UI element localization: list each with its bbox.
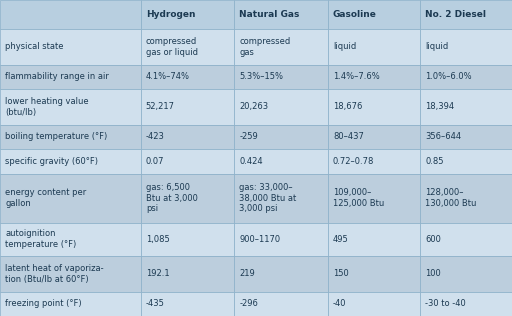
Text: liquid: liquid <box>425 42 449 51</box>
Bar <box>141 64 234 89</box>
Bar <box>0 256 141 292</box>
Bar <box>328 125 420 149</box>
Bar <box>420 29 512 64</box>
Bar <box>328 89 420 125</box>
Bar <box>234 222 328 256</box>
Bar <box>141 256 234 292</box>
Bar <box>0 29 141 64</box>
Text: flammability range in air: flammability range in air <box>5 72 109 81</box>
Text: 600: 600 <box>425 235 441 244</box>
Text: 52,217: 52,217 <box>146 102 175 111</box>
Text: 1.0%–6.0%: 1.0%–6.0% <box>425 72 472 81</box>
Text: 4.1%–74%: 4.1%–74% <box>146 72 190 81</box>
Text: compressed
gas: compressed gas <box>240 37 291 57</box>
Bar <box>420 256 512 292</box>
Text: 0.85: 0.85 <box>425 157 443 166</box>
Bar <box>420 173 512 222</box>
Text: lower heating value
(btu/lb): lower heating value (btu/lb) <box>5 97 89 117</box>
Text: 495: 495 <box>333 235 349 244</box>
Text: 20,263: 20,263 <box>240 102 268 111</box>
Bar <box>234 149 328 173</box>
Text: freezing point (°F): freezing point (°F) <box>5 299 82 308</box>
Bar <box>328 292 420 316</box>
Bar <box>328 173 420 222</box>
Text: No. 2 Diesel: No. 2 Diesel <box>425 10 486 19</box>
Bar <box>141 222 234 256</box>
Text: -30 to -40: -30 to -40 <box>425 299 466 308</box>
Bar <box>141 125 234 149</box>
Text: 1.4%–7.6%: 1.4%–7.6% <box>333 72 380 81</box>
Bar <box>420 149 512 173</box>
Text: 219: 219 <box>240 269 255 278</box>
Bar <box>0 222 141 256</box>
Text: 5.3%–15%: 5.3%–15% <box>240 72 283 81</box>
Bar <box>234 292 328 316</box>
Bar <box>328 64 420 89</box>
Bar <box>328 149 420 173</box>
Bar <box>234 173 328 222</box>
Text: liquid: liquid <box>333 42 356 51</box>
Bar <box>420 222 512 256</box>
Bar <box>141 292 234 316</box>
Text: -40: -40 <box>333 299 347 308</box>
Bar <box>328 0 420 29</box>
Text: autoignition
temperature (°F): autoignition temperature (°F) <box>5 229 76 249</box>
Text: Gasoline: Gasoline <box>333 10 377 19</box>
Text: Natural Gas: Natural Gas <box>240 10 300 19</box>
Bar <box>141 89 234 125</box>
Text: -296: -296 <box>240 299 258 308</box>
Text: latent heat of vaporiza-
tion (Btu/lb at 60°F): latent heat of vaporiza- tion (Btu/lb at… <box>5 264 104 283</box>
Text: 128,000–
130,000 Btu: 128,000– 130,000 Btu <box>425 188 477 208</box>
Bar <box>234 256 328 292</box>
Bar <box>0 292 141 316</box>
Bar <box>234 0 328 29</box>
Bar <box>420 292 512 316</box>
Text: physical state: physical state <box>5 42 63 51</box>
Bar <box>234 125 328 149</box>
Bar <box>234 89 328 125</box>
Text: 100: 100 <box>425 269 441 278</box>
Text: gas: 6,500
Btu at 3,000
psi: gas: 6,500 Btu at 3,000 psi <box>146 183 198 213</box>
Text: -259: -259 <box>240 132 258 141</box>
Text: 80–437: 80–437 <box>333 132 364 141</box>
Bar <box>0 64 141 89</box>
Text: 109,000–
125,000 Btu: 109,000– 125,000 Btu <box>333 188 384 208</box>
Bar <box>0 125 141 149</box>
Bar <box>328 29 420 64</box>
Text: 1,085: 1,085 <box>146 235 169 244</box>
Text: -423: -423 <box>146 132 165 141</box>
Text: specific gravity (60°F): specific gravity (60°F) <box>5 157 98 166</box>
Bar <box>420 125 512 149</box>
Text: Hydrogen: Hydrogen <box>146 10 195 19</box>
Text: 150: 150 <box>333 269 349 278</box>
Text: compressed
gas or liquid: compressed gas or liquid <box>146 37 198 57</box>
Text: 0.424: 0.424 <box>240 157 263 166</box>
Bar <box>0 149 141 173</box>
Bar <box>141 149 234 173</box>
Text: energy content per
gallon: energy content per gallon <box>5 188 87 208</box>
Bar <box>234 64 328 89</box>
Bar <box>420 89 512 125</box>
Bar <box>234 29 328 64</box>
Text: gas: 33,000–
38,000 Btu at
3,000 psi: gas: 33,000– 38,000 Btu at 3,000 psi <box>240 183 296 213</box>
Bar <box>0 89 141 125</box>
Bar <box>420 64 512 89</box>
Text: boiling temperature (°F): boiling temperature (°F) <box>5 132 108 141</box>
Text: -435: -435 <box>146 299 165 308</box>
Bar <box>141 173 234 222</box>
Bar <box>0 173 141 222</box>
Text: 0.72–0.78: 0.72–0.78 <box>333 157 374 166</box>
Bar <box>141 29 234 64</box>
Bar <box>141 0 234 29</box>
Text: 192.1: 192.1 <box>146 269 169 278</box>
Text: 18,394: 18,394 <box>425 102 454 111</box>
Text: 18,676: 18,676 <box>333 102 362 111</box>
Text: 900–1170: 900–1170 <box>240 235 281 244</box>
Bar <box>328 256 420 292</box>
Bar <box>0 0 141 29</box>
Text: 356–644: 356–644 <box>425 132 461 141</box>
Bar <box>328 222 420 256</box>
Bar <box>420 0 512 29</box>
Text: 0.07: 0.07 <box>146 157 164 166</box>
